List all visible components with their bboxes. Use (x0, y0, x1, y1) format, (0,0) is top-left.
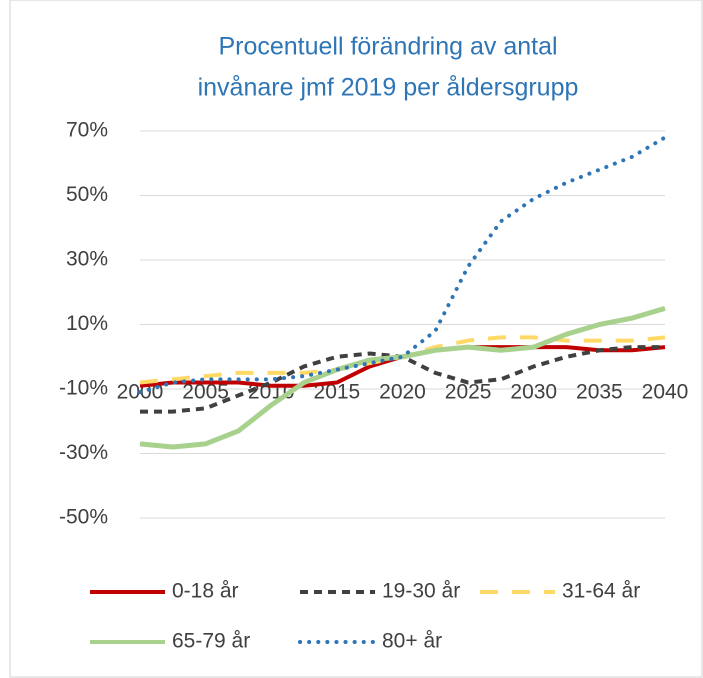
chart-title: Procentuell förändring av antal (218, 33, 557, 61)
y-tick-label: 30% (66, 248, 108, 271)
x-tick-label: 2020 (379, 381, 426, 404)
series-line (138, 135, 667, 395)
x-tick-label: 2005 (182, 381, 229, 404)
y-tick-label: -50% (59, 506, 108, 529)
x-tick-label: 2035 (576, 381, 623, 404)
y-tick-label: 10% (66, 312, 108, 335)
y-tick-label: -10% (59, 377, 108, 400)
chart-subtitle: invånare jmf 2019 per åldersgrupp (198, 74, 579, 102)
y-tick-label: 50% (66, 183, 108, 206)
chart-border (9, 0, 703, 678)
y-tick-label: -30% (59, 441, 108, 464)
legend-label: 31-64 år (562, 580, 640, 603)
x-tick-label: 2015 (314, 381, 361, 404)
legend-label: 80+ år (382, 630, 442, 653)
x-tick-label: 2040 (642, 381, 689, 404)
legend-label: 19-30 år (382, 580, 460, 603)
legend-label: 0-18 år (172, 580, 239, 603)
x-tick-label: 2030 (510, 381, 557, 404)
x-tick-label: 2025 (445, 381, 492, 404)
series-line (139, 305, 666, 450)
legend-label: 65-79 år (172, 630, 250, 653)
y-tick-label: 70% (66, 119, 108, 142)
series-line (139, 335, 666, 385)
